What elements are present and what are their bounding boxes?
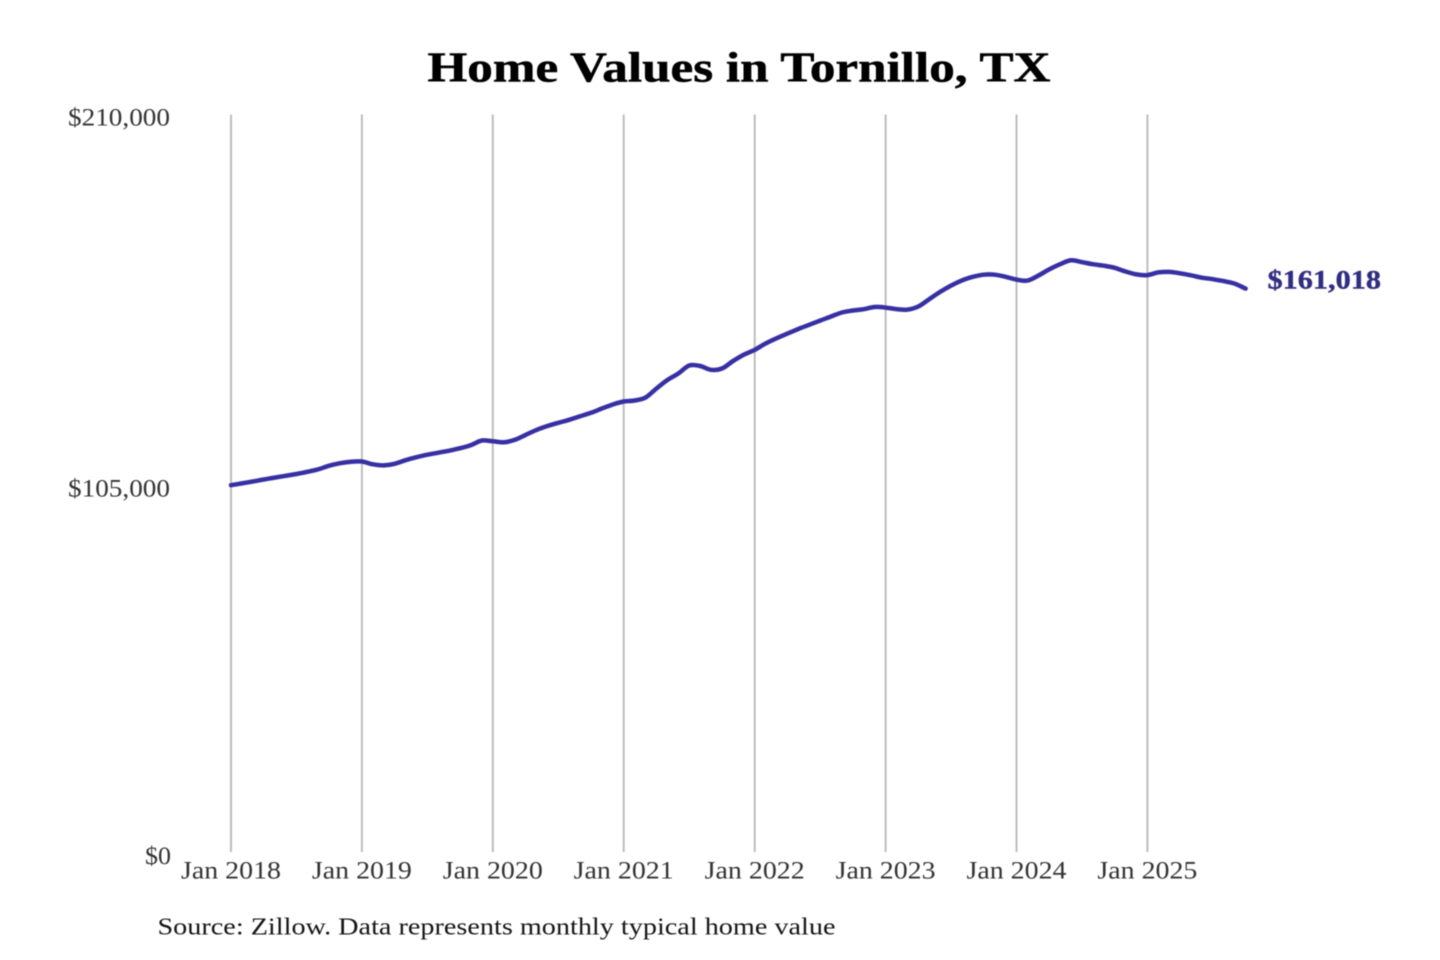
svg-text:Jan 2020: Jan 2020 <box>443 858 543 885</box>
svg-text:$161,018: $161,018 <box>1268 266 1382 295</box>
svg-text:Jan 2019: Jan 2019 <box>312 858 412 885</box>
svg-text:$0: $0 <box>145 843 171 870</box>
svg-text:Jan 2022: Jan 2022 <box>705 858 805 885</box>
svg-text:Jan 2021: Jan 2021 <box>574 858 674 885</box>
svg-text:Home Values in Tornillo, TX: Home Values in Tornillo, TX <box>428 46 1051 92</box>
svg-text:Jan 2024: Jan 2024 <box>967 858 1068 885</box>
svg-text:Source: Zillow. Data represent: Source: Zillow. Data represents monthly … <box>158 915 836 941</box>
svg-text:$105,000: $105,000 <box>68 476 170 503</box>
svg-text:Jan 2023: Jan 2023 <box>836 858 936 885</box>
svg-text:$210,000: $210,000 <box>68 105 170 132</box>
svg-text:Jan 2018: Jan 2018 <box>181 858 281 885</box>
svg-text:Jan 2025: Jan 2025 <box>1097 858 1197 885</box>
